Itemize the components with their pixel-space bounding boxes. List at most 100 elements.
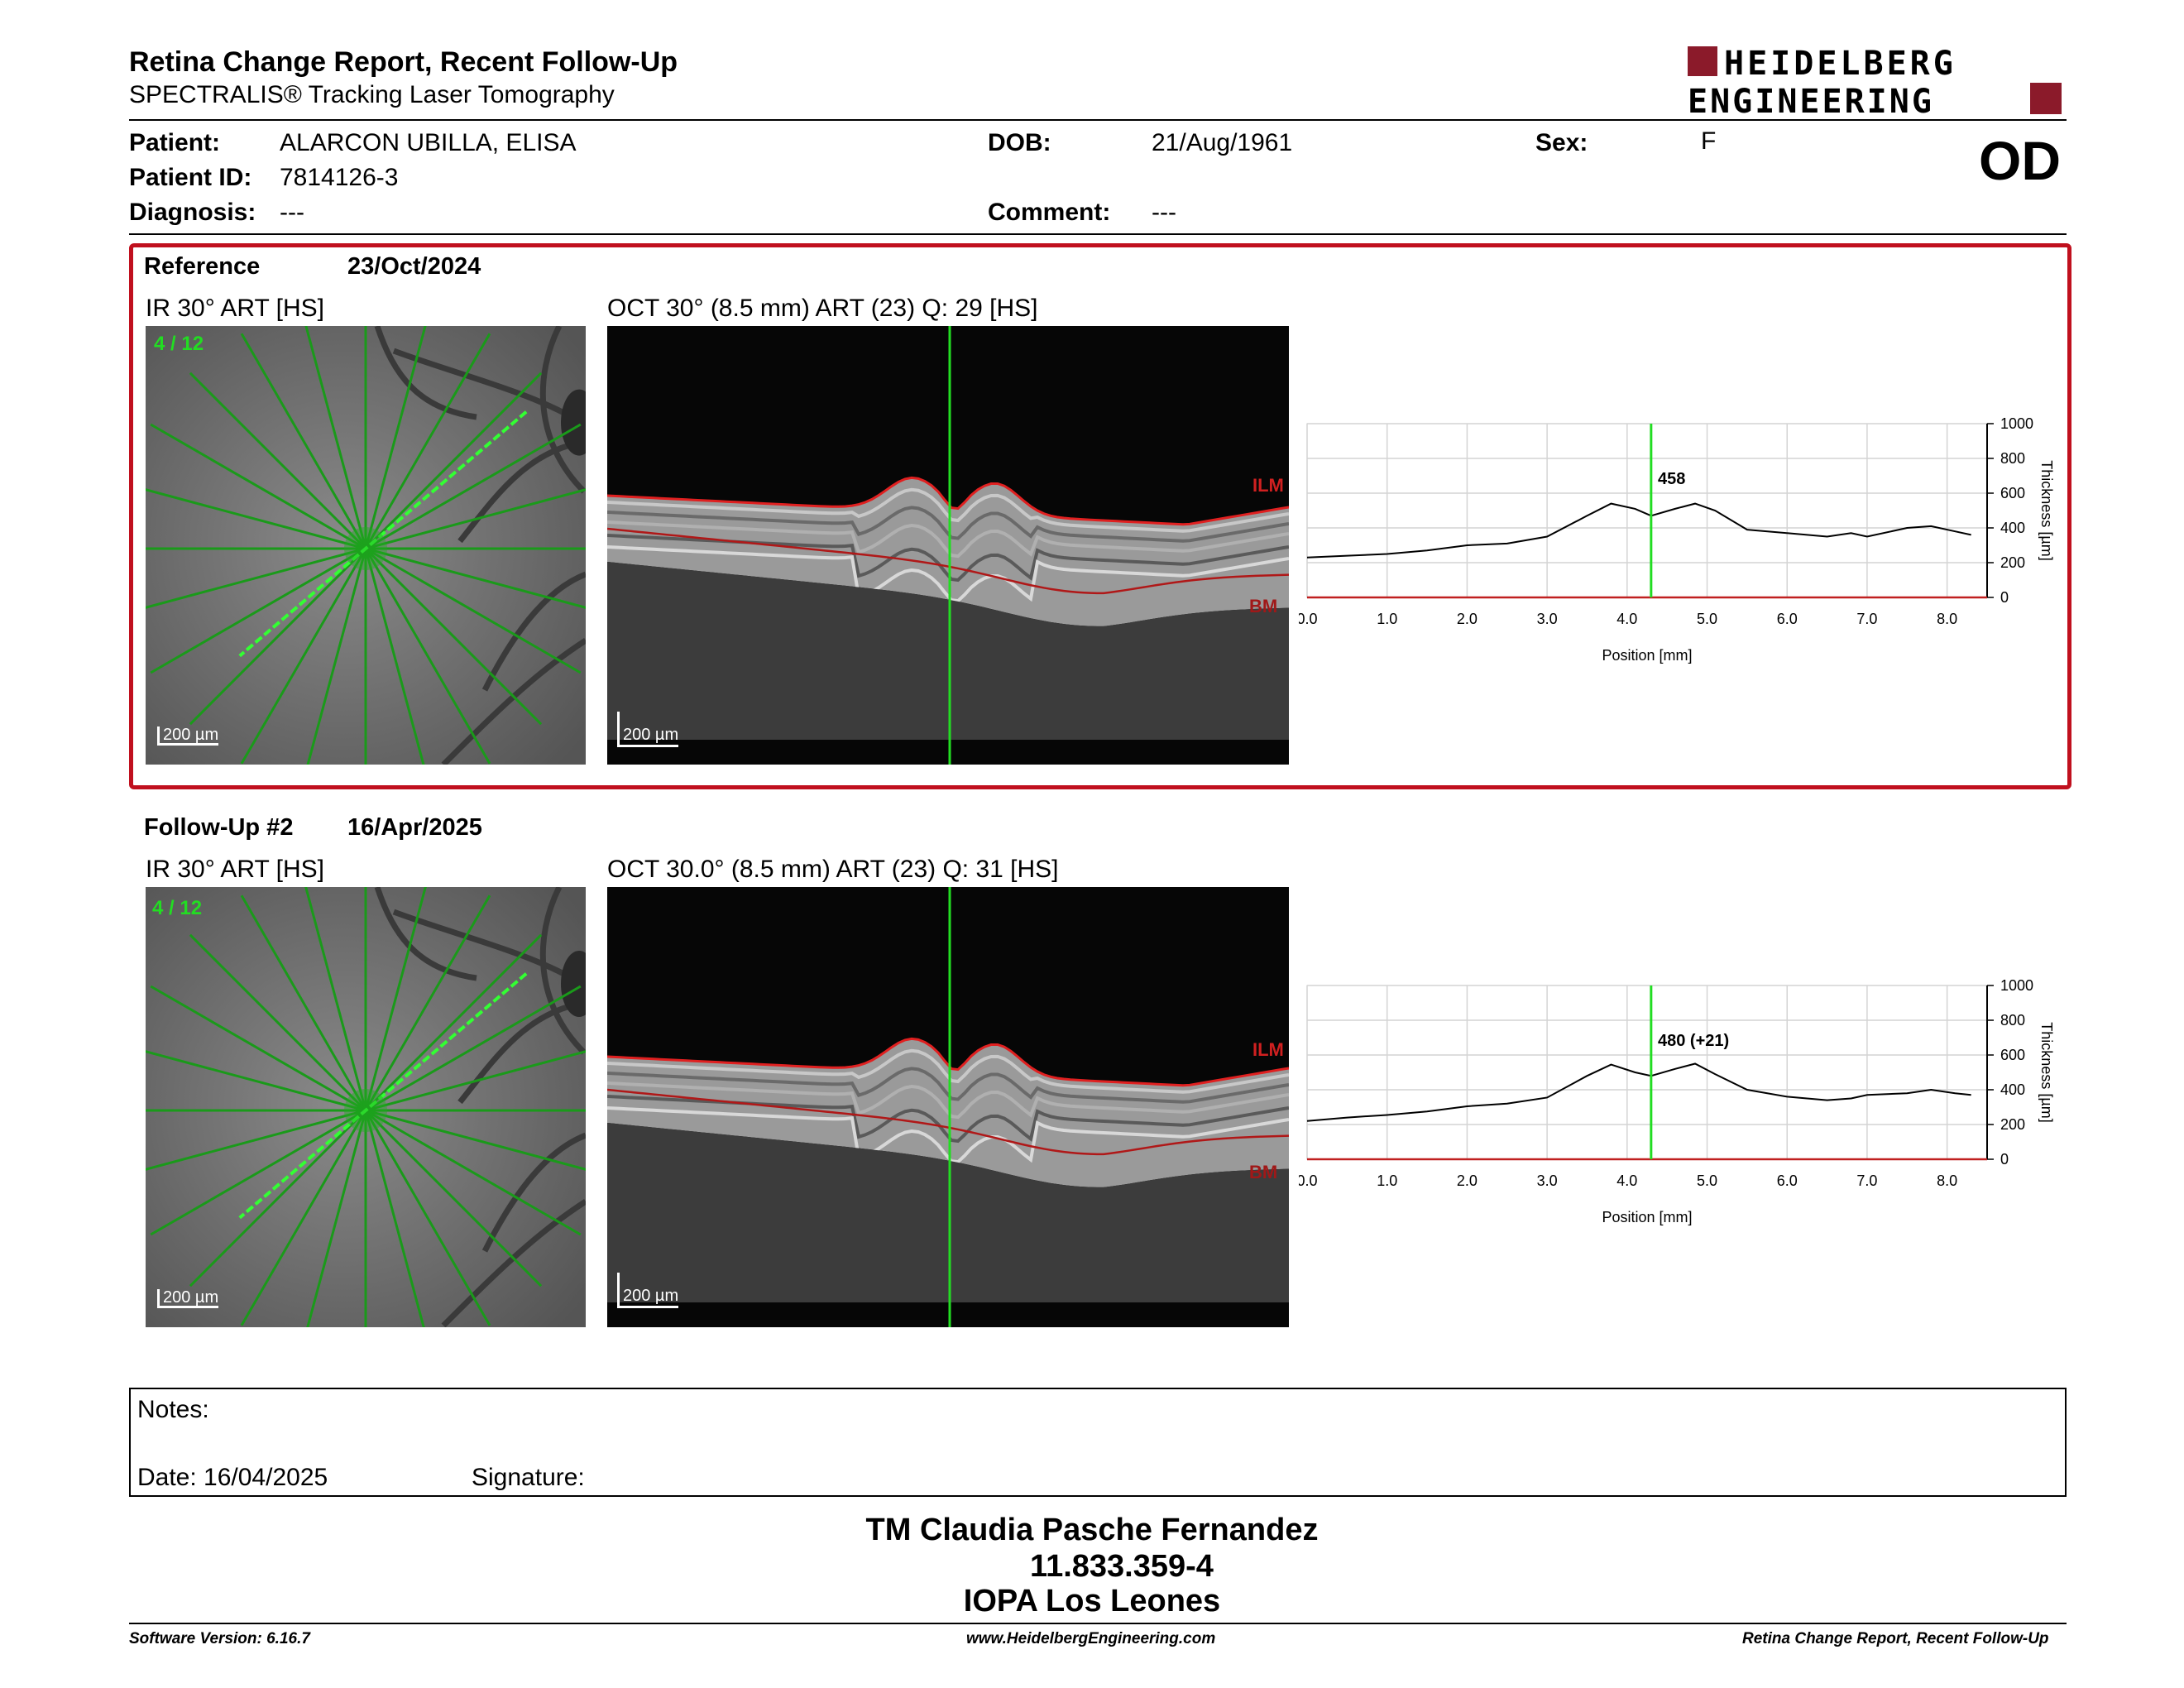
patient-name: ALARCON UBILLA, ELISA bbox=[280, 129, 577, 156]
scan-center bbox=[344, 1089, 387, 1132]
chart-x-tick-label: 4.0 bbox=[1616, 1172, 1637, 1189]
notes-label: Notes: bbox=[137, 1396, 209, 1423]
retinal-layer-band bbox=[607, 1106, 1289, 1164]
chart-x-tick-label: 3.0 bbox=[1537, 1172, 1558, 1189]
reference-ir-image[interactable]: 4 / 12 200 µm bbox=[146, 326, 586, 765]
footer-report-name: Retina Change Report, Recent Follow-Up bbox=[1742, 1630, 2049, 1647]
optic-disc bbox=[561, 951, 586, 1018]
reference-thickness-plot: 0.0 1.0 2.0 3.0 4.0 5.0 6.0 7.0 8.0 0 200 400 600 800… bbox=[1296, 415, 2055, 664]
retinal-vessel bbox=[457, 439, 586, 544]
retinal-layer-band bbox=[607, 1048, 1289, 1094]
chart-y-tick-label: 0 bbox=[2000, 1151, 2009, 1168]
chart-x-tick-label: 5.0 bbox=[1697, 1172, 1717, 1189]
reference-date: 23/Oct/2024 bbox=[347, 253, 481, 280]
chart-y-tick-label: 1000 bbox=[2000, 977, 2033, 994]
heidelberg-logo: HEIDELBERG ENGINEERING bbox=[1686, 45, 2067, 121]
chart-x-tick-label: 2.0 bbox=[1457, 1172, 1478, 1189]
ilm-line bbox=[607, 476, 1289, 526]
followup-ir-image[interactable]: 4 / 12 200 µm bbox=[146, 887, 586, 1327]
followup-oct-scale-bar: 200 µm bbox=[617, 1273, 679, 1308]
thickness-line bbox=[1306, 502, 1971, 559]
retinal-vessel bbox=[481, 571, 586, 692]
reference-oct-scale-bar: 200 µm bbox=[617, 712, 679, 747]
bm-line bbox=[607, 527, 1289, 595]
sex-value: F bbox=[1701, 127, 1717, 155]
notes-date: Date: 16/04/2025 bbox=[137, 1464, 328, 1491]
chart-x-tick-label: 6.0 bbox=[1777, 611, 1798, 627]
reference-ilm-label: ILM bbox=[1252, 475, 1284, 496]
ilm-line bbox=[607, 1037, 1289, 1087]
reference-ir-scale-bar: 200 µm bbox=[157, 727, 219, 746]
chart-y-tick-label: 400 bbox=[2000, 520, 2025, 536]
chart-x-tick-label: 8.0 bbox=[1937, 611, 1957, 627]
chart-y-tick-label: 200 bbox=[2000, 554, 2025, 571]
followup-date: 16/Apr/2025 bbox=[347, 814, 482, 841]
optic-disc bbox=[561, 389, 586, 456]
followup-ir-caption: IR 30° ART [HS] bbox=[146, 856, 324, 883]
footer-rule bbox=[129, 1623, 2067, 1624]
operator-name: TM Claudia Pasche Fernandez bbox=[865, 1513, 1319, 1547]
chart-x-tick-label: 1.0 bbox=[1377, 1172, 1397, 1189]
chart-y-label: Thickness [µm] bbox=[2038, 1022, 2055, 1122]
followup-title: Follow-Up #2 bbox=[144, 814, 294, 841]
thickness-line bbox=[1306, 1062, 1971, 1122]
scan-center bbox=[344, 527, 387, 570]
chart-plot-area bbox=[1306, 985, 1988, 1160]
chart-y-tick-label: 200 bbox=[2000, 1116, 2025, 1133]
diagnosis-value: --- bbox=[280, 199, 304, 226]
software-version: Software Version: 6.16.7 bbox=[129, 1630, 310, 1647]
chart-x-tick-label: 6.0 bbox=[1777, 1172, 1798, 1189]
reference-oct-image[interactable]: ILM BM 200 µm bbox=[607, 326, 1289, 765]
chart-y-tick-label: 1000 bbox=[2000, 415, 2033, 432]
chart-y-tick-label: 600 bbox=[2000, 1047, 2025, 1063]
dob-value: 21/Aug/1961 bbox=[1152, 129, 1293, 156]
report-subtitle: SPECTRALIS® Tracking Laser Tomography bbox=[129, 81, 615, 108]
chart-x-tick-label: 4.0 bbox=[1616, 611, 1637, 627]
followup-marker-label: 480 (+21) bbox=[1658, 1032, 1730, 1050]
logo-line2: ENGINEERING bbox=[1688, 83, 1934, 117]
retinal-layer-band bbox=[607, 520, 1289, 559]
reference-thickness-chart: 0.0 1.0 2.0 3.0 4.0 5.0 6.0 7.0 8.0 0 200 400 600 800… bbox=[1296, 405, 2076, 679]
chart-y-tick-label: 400 bbox=[2000, 1081, 2025, 1098]
reference-bm-label: BM bbox=[1249, 596, 1278, 616]
chart-x-tick-label: 5.0 bbox=[1697, 611, 1717, 627]
followup-oct-bscan bbox=[607, 887, 1289, 1327]
chart-x-label: Position [mm] bbox=[1602, 647, 1692, 664]
choroid bbox=[607, 562, 1289, 740]
notes-box[interactable]: Notes: Date: 16/04/2025 Signature: bbox=[129, 1388, 2067, 1497]
comment-value: --- bbox=[1152, 199, 1176, 226]
reference-scan-index: 4 / 12 bbox=[154, 333, 204, 355]
chart-y-tick-label: 800 bbox=[2000, 1012, 2025, 1029]
chart-x-tick-label: 8.0 bbox=[1937, 1172, 1957, 1189]
followup-scan-index: 4 / 12 bbox=[152, 897, 203, 919]
reference-box bbox=[129, 243, 2071, 789]
operator-place: IOPA Los Leones bbox=[963, 1584, 1221, 1618]
retinal-vessel bbox=[481, 1132, 586, 1253]
chart-x-tick-label: 7.0 bbox=[1856, 1172, 1877, 1189]
reference-ir-caption: IR 30° ART [HS] bbox=[146, 295, 324, 322]
reference-oct-bscan bbox=[607, 326, 1289, 765]
chart-x-tick-label: 3.0 bbox=[1537, 611, 1558, 627]
retinal-layer-band bbox=[607, 1081, 1289, 1120]
retinal-vessel bbox=[539, 326, 586, 494]
chart-plot-area bbox=[1306, 423, 1988, 598]
chart-y-tick-label: 600 bbox=[2000, 485, 2025, 501]
retinal-vessel bbox=[374, 887, 477, 981]
website-link[interactable]: www.HeidelbergEngineering.com bbox=[966, 1630, 1216, 1647]
patient-id-label: Patient ID: bbox=[129, 164, 252, 191]
chart-y-tick-label: 0 bbox=[2000, 589, 2009, 606]
followup-fundus-scan bbox=[146, 887, 586, 1327]
followup-thickness-chart: 0.0 1.0 2.0 3.0 4.0 5.0 6.0 7.0 8.0 0 200 400 600 800… bbox=[1296, 967, 2076, 1240]
choroid bbox=[607, 1123, 1289, 1302]
diagnosis-label: Diagnosis: bbox=[129, 199, 256, 226]
followup-bm-label: BM bbox=[1249, 1162, 1278, 1182]
followup-thickness-plot: 0.0 1.0 2.0 3.0 4.0 5.0 6.0 7.0 8.0 0 200 400 600 800… bbox=[1296, 977, 2055, 1225]
followup-ilm-label: ILM bbox=[1252, 1039, 1284, 1060]
reference-fundus-scan bbox=[146, 326, 586, 765]
followup-oct-image[interactable]: ILM BM 200 µm bbox=[607, 887, 1289, 1327]
chart-y-label: Thickness [µm] bbox=[2038, 460, 2055, 560]
reference-marker-label: 458 bbox=[1658, 470, 1686, 488]
active-scan-line bbox=[238, 410, 528, 658]
retinal-vessel bbox=[539, 887, 586, 1055]
dob-label: DOB: bbox=[988, 129, 1051, 156]
